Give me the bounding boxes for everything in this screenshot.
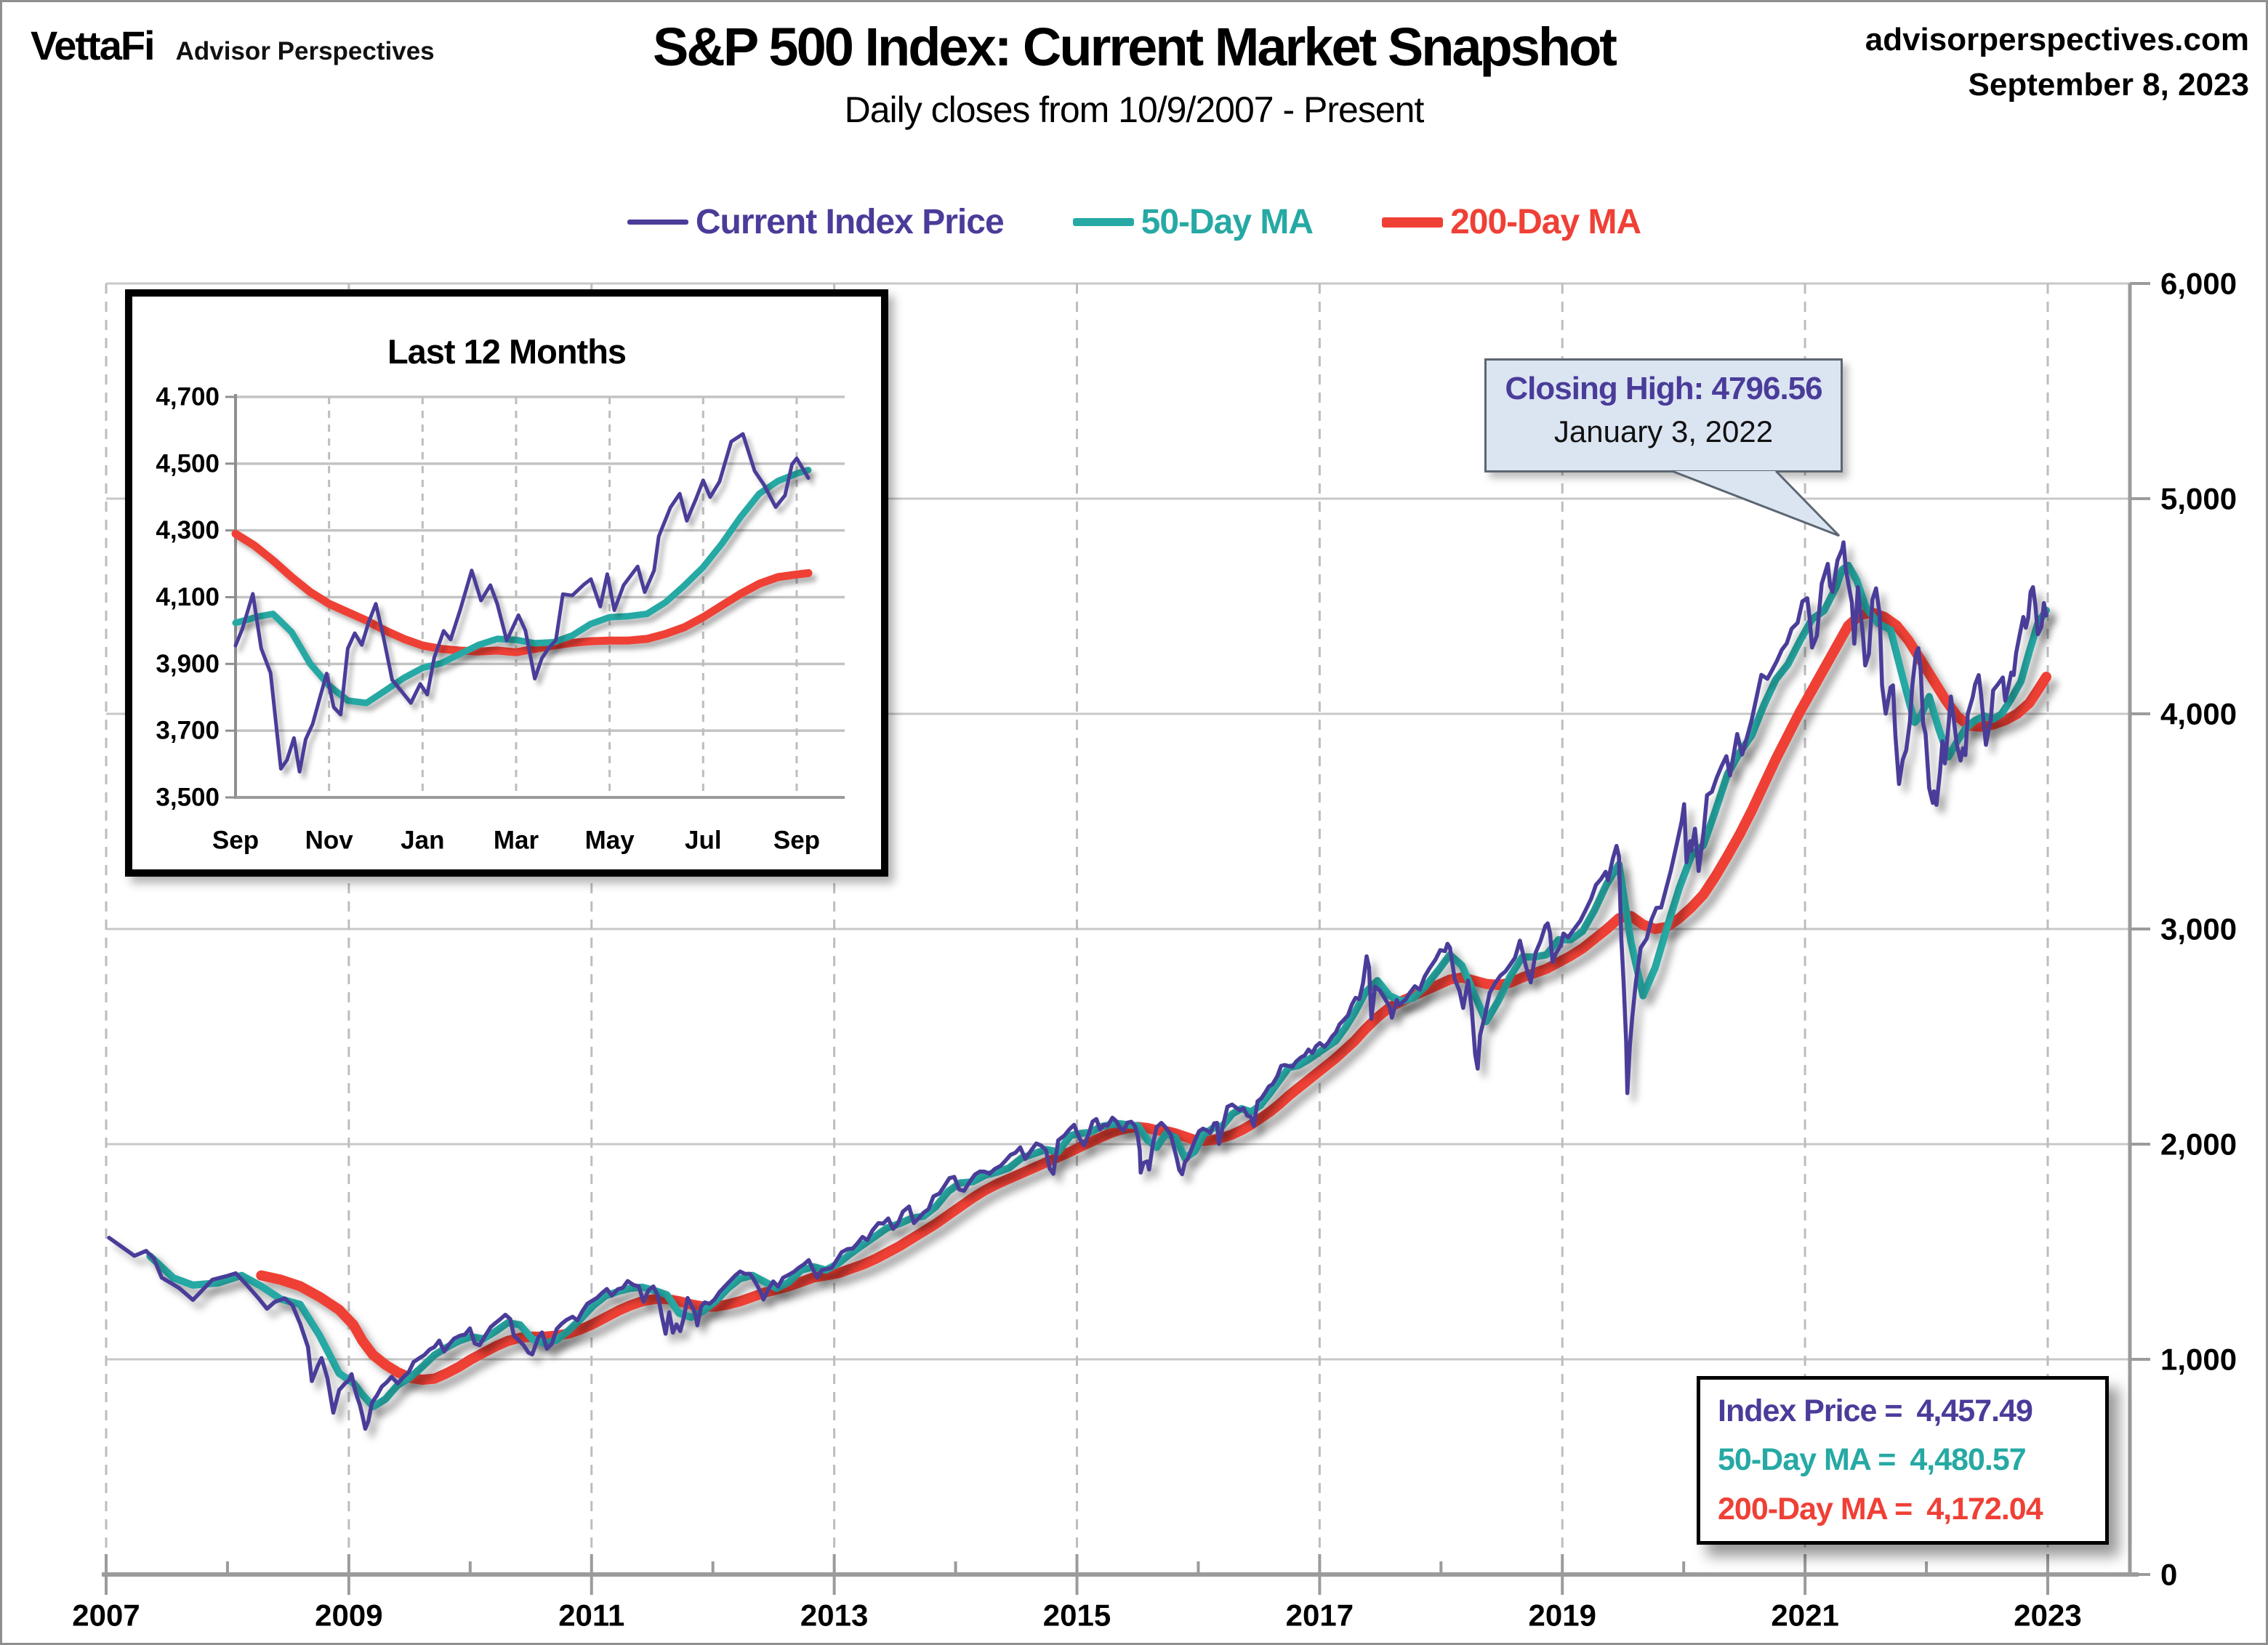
legend-item-ma50: 50-Day MA <box>1072 202 1314 242</box>
y-tick-label: 6,000 <box>2160 267 2237 301</box>
x-tick-label: 2017 <box>1286 1598 1354 1633</box>
ma50-line <box>232 467 812 707</box>
main-gridlines <box>105 282 2130 1574</box>
stats-value: 4,172.04 <box>1926 1491 2043 1527</box>
x-tick-label: 2019 <box>1529 1598 1596 1633</box>
ma200-swatch-icon <box>1382 217 1444 228</box>
page-title: S&P 500 Index: Current Market Snapshot <box>653 17 1617 77</box>
stats-value: 4,480.57 <box>1910 1442 2026 1478</box>
inset-y-label: 4,500 <box>156 449 220 478</box>
inset-y-label: 4,700 <box>156 383 220 411</box>
page-subtitle: Daily closes from 10/9/2007 - Present <box>844 89 1425 130</box>
index-price-swatch-icon <box>627 220 688 225</box>
inset-x-label: May <box>585 826 635 855</box>
date-text: September 8, 2023 <box>1968 67 2249 102</box>
inset-y-label: 3,900 <box>156 650 220 678</box>
y-tick-label: 4,000 <box>2160 697 2237 731</box>
x-tick-label: 2021 <box>1771 1598 1838 1633</box>
inset-y-label: 3,500 <box>156 784 220 812</box>
y-tick-label: 0 <box>2160 1558 2177 1592</box>
callout-title: Closing High: 4796.56 <box>1505 371 1822 406</box>
x-tick-label: 2015 <box>1043 1598 1111 1633</box>
closing-high-callout: Closing High: 4796.56 January 3, 2022 <box>1484 358 1843 472</box>
legend-label: Current Index Price <box>695 203 1005 241</box>
legend-label: 50-Day MA <box>1141 203 1314 241</box>
x-tick-label: 2007 <box>72 1598 140 1633</box>
index-price-line <box>233 432 811 774</box>
inset-axis-labels: 4,700 4,500 4,300 4,100 3,900 3,700 3,500 Sep No… <box>156 383 820 855</box>
ma200-line <box>231 529 813 656</box>
callout-tail-pointer <box>1671 470 1841 537</box>
callout-date: January 3, 2022 <box>1553 414 1774 449</box>
y-tick-label: 1,000 <box>2160 1343 2237 1377</box>
stats-row-index-price: Index Price = 4,457.49 <box>1718 1393 2088 1429</box>
inset-y-label: 4,100 <box>156 583 220 611</box>
inset-x-label: Mar <box>494 826 539 855</box>
stats-row-ma50: 50-Day MA = 4,480.57 <box>1718 1442 2088 1478</box>
ma50-swatch-icon <box>1072 218 1134 226</box>
main-axes <box>102 282 2150 1595</box>
inset-y-label: 3,700 <box>156 717 220 745</box>
y-tick-label: 2,000 <box>2160 1127 2237 1162</box>
logo: VettaFi Advisor Perspectives <box>31 22 435 69</box>
callout-tail-border <box>1671 470 1841 537</box>
inset-x-label: Jul <box>685 826 722 855</box>
legend: Current Index Price 50-Day MA 200-Day MA <box>0 202 2268 242</box>
main-axis-labels: 2007 2009 2011 2013 2015 2017 2019 2021 2023 0 1,0… <box>72 267 2237 1633</box>
last-12-months-inset: Last 12 Months 4,700 4,500 4,300 4,100 3,900… <box>125 289 888 877</box>
x-tick-label: 2009 <box>315 1598 382 1633</box>
ma50-line <box>146 561 2050 1411</box>
x-tick-label: 2023 <box>2014 1598 2081 1633</box>
current-values-box: Index Price = 4,457.49 50-Day MA = 4,480… <box>1697 1376 2109 1545</box>
inset-x-label: Sep <box>212 826 259 855</box>
inset-chart: 4,700 4,500 4,300 4,100 3,900 3,700 3,500 Sep No… <box>156 383 845 855</box>
website-text: advisorperspectives.com <box>1865 22 2249 57</box>
vettafi-logo-text: VettaFi <box>31 23 156 68</box>
stats-value: 4,457.49 <box>1916 1393 2033 1429</box>
x-tick-label: 2011 <box>558 1598 624 1633</box>
stats-label: 50-Day MA = <box>1718 1442 1896 1478</box>
y-tick-label: 5,000 <box>2160 482 2237 516</box>
x-tick-label: 2013 <box>800 1598 868 1633</box>
inset-x-label: Sep <box>773 826 820 855</box>
inset-axes <box>225 394 845 799</box>
inset-y-label: 4,300 <box>156 516 220 544</box>
stats-label: 200-Day MA = <box>1718 1491 1913 1527</box>
inset-x-label: Nov <box>305 826 354 855</box>
ma200-line <box>256 607 2051 1385</box>
index-price-line <box>107 540 2048 1431</box>
inset-title: Last 12 Months <box>387 332 627 371</box>
inset-x-label: Jan <box>401 826 444 855</box>
legend-item-index-price: Current Index Price <box>627 202 1005 242</box>
stats-label: Index Price = <box>1718 1393 1903 1429</box>
legend-label: 200-Day MA <box>1450 203 1641 241</box>
logo-subtitle: Advisor Perspectives <box>175 37 435 65</box>
legend-item-ma200: 200-Day MA <box>1382 202 1641 242</box>
y-tick-label: 3,000 <box>2160 912 2237 946</box>
inset-gridlines <box>236 395 845 799</box>
source-block: advisorperspectives.com September 8, 202… <box>1865 17 2249 108</box>
stats-row-ma200: 200-Day MA = 4,172.04 <box>1718 1492 2088 1527</box>
